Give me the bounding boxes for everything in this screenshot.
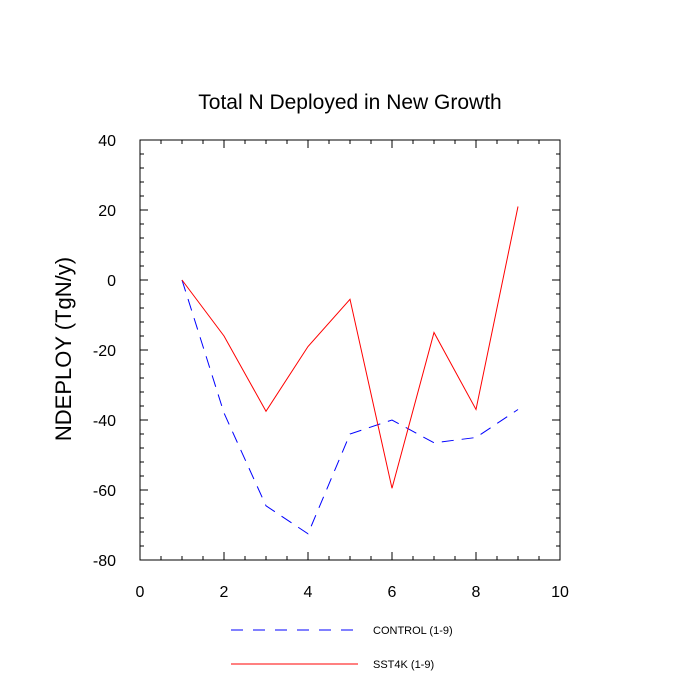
plot-frame bbox=[139, 139, 561, 561]
x-tick-label: 0 bbox=[136, 584, 145, 601]
series-layer bbox=[181, 206, 519, 535]
legend-label: CONTROL (1-9) bbox=[373, 625, 453, 637]
y-tick-label: 0 bbox=[107, 273, 116, 290]
ticks-layer: 0 2 4 6 8 10 -80 -60 -40 -20 0 20 40 bbox=[93, 133, 569, 601]
chart-title: Total N Deployed in New Growth bbox=[198, 91, 501, 114]
y-tick-label: -60 bbox=[93, 483, 116, 500]
y-tick-label: -80 bbox=[93, 553, 116, 570]
x-tick-label: 6 bbox=[388, 584, 397, 601]
legend-label: SST4K (1-9) bbox=[373, 659, 434, 671]
y-tick-label: -40 bbox=[93, 413, 116, 430]
y-tick-label: -20 bbox=[93, 343, 116, 360]
x-tick-label: 8 bbox=[472, 584, 481, 601]
y-tick-label: 40 bbox=[98, 133, 116, 150]
y-axis-label: NDEPLOY (TgN/y) bbox=[51, 257, 76, 441]
series-line-sst4k bbox=[181, 206, 519, 489]
x-tick-label: 2 bbox=[220, 584, 229, 601]
x-tick-label: 4 bbox=[304, 584, 313, 601]
x-tick-label: 10 bbox=[551, 584, 569, 601]
y-tick-label: 20 bbox=[98, 203, 116, 220]
series-line-control bbox=[181, 279, 519, 535]
legend: CONTROL (1-9) SST4K (1-9) bbox=[231, 625, 453, 671]
